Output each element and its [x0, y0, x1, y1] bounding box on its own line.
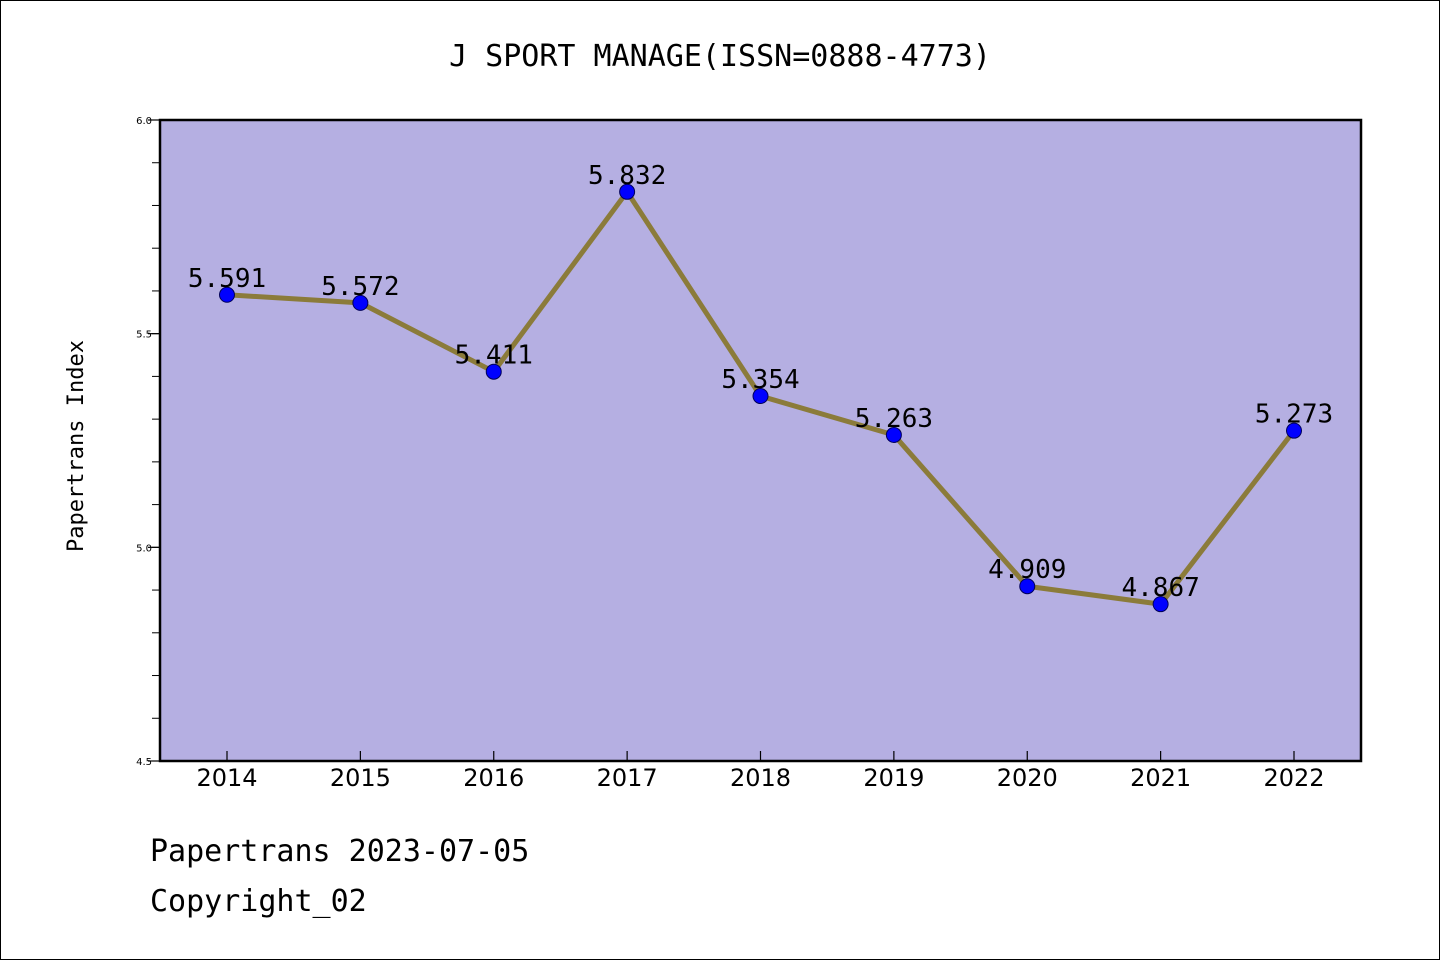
x-axis: 2014 2015 2016 2017 2018 2019 2020 2021 2022: [196, 751, 1325, 792]
data-point: [752, 388, 769, 405]
x-tick-label: 2016: [463, 764, 524, 792]
data-point: [1286, 422, 1302, 439]
x-tick-label: 2019: [863, 764, 924, 792]
chart-title: J SPORT MANAGE(ISSN=0888-4773): [449, 39, 991, 74]
x-tick-label: 2014: [196, 764, 257, 792]
x-tick-label: 2015: [330, 764, 391, 792]
y-axis-label: Papertrans Index: [64, 340, 89, 552]
y-tick-label: 4.5: [136, 757, 152, 768]
y-tick-label: 5.0: [136, 543, 152, 554]
data-label: 5.354: [721, 365, 799, 395]
data-point: [1152, 596, 1169, 613]
data-label: 5.411: [455, 341, 533, 371]
footer-copyright: Copyright_02: [150, 884, 367, 919]
data-point: [1019, 578, 1036, 595]
y-axis: 4.5 5.0 5.5 6.0: [136, 116, 160, 768]
series-markers: [219, 183, 1302, 613]
data-point: [485, 363, 502, 380]
data-label: 5.263: [855, 404, 933, 434]
data-point: [885, 426, 902, 443]
x-tick-label: 2017: [597, 764, 658, 792]
data-point: [219, 286, 235, 303]
data-label: 5.273: [1255, 400, 1333, 430]
data-label: 5.832: [588, 161, 666, 191]
y-tick-label: 5.5: [136, 330, 152, 341]
x-tick-label: 2018: [730, 764, 791, 792]
data-point: [619, 183, 636, 200]
x-tick-label: 2020: [997, 764, 1058, 792]
plot-area: [158, 118, 1363, 763]
data-label: 5.591: [188, 264, 266, 294]
data-point: [352, 294, 369, 311]
data-labels: 5.591 5.572 5.411 5.832 5.354 5.263 4.909 4.867…: [188, 161, 1333, 603]
data-label: 4.867: [1121, 573, 1199, 603]
x-tick-label: 2022: [1263, 764, 1324, 792]
data-label: 4.909: [988, 555, 1066, 585]
x-tick-label: 2021: [1130, 764, 1191, 792]
data-label: 5.572: [321, 272, 399, 302]
footer-date: Papertrans 2023-07-05: [150, 834, 530, 869]
y-tick-label: 6.0: [136, 116, 152, 127]
